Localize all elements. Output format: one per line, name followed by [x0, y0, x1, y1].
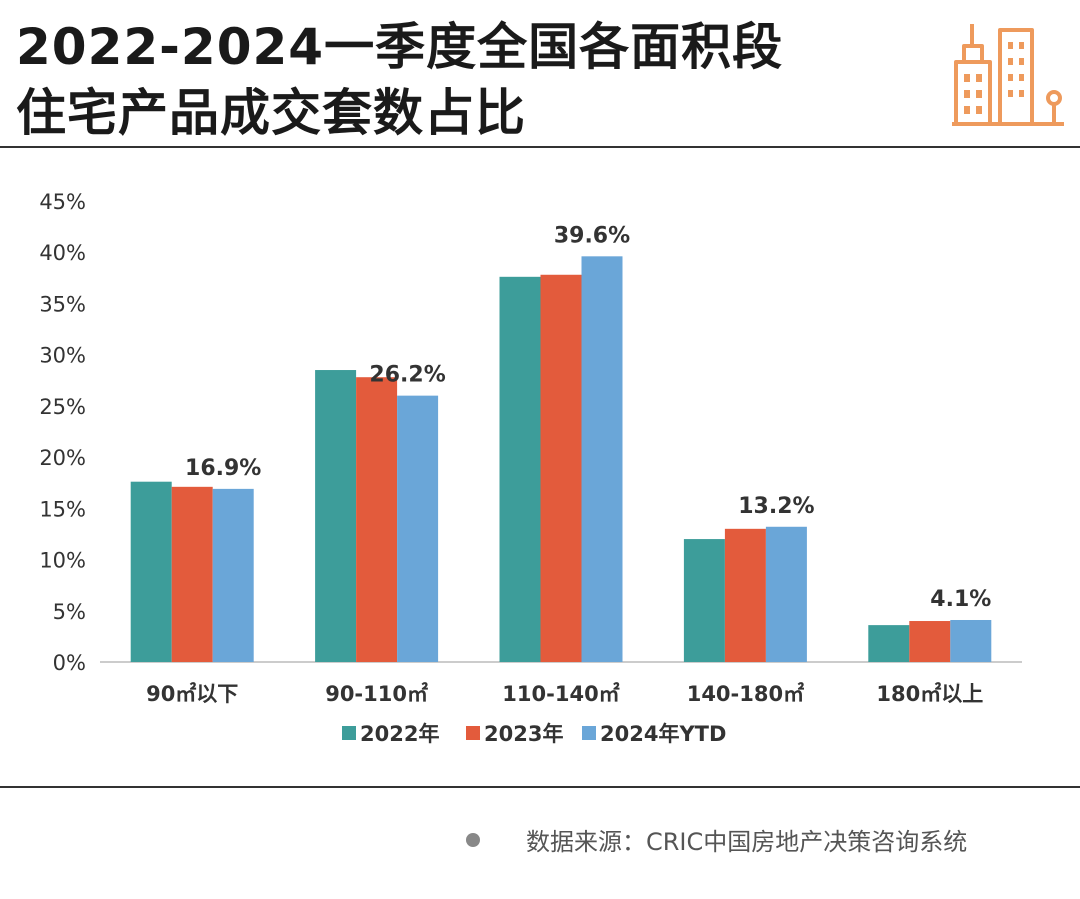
y-tick-label: 40%: [39, 241, 86, 265]
legend-swatch: [582, 726, 596, 740]
x-tick-label: 90-110㎡: [325, 682, 428, 706]
bar: [868, 625, 910, 662]
y-tick-label: 45%: [39, 190, 86, 214]
bar: [765, 526, 807, 662]
bullet-icon: [466, 832, 480, 847]
bar: [356, 377, 398, 662]
x-tick-label: 180㎡以上: [876, 682, 983, 706]
y-tick-label: 30%: [39, 344, 86, 368]
data-label: 4.1%: [930, 587, 991, 612]
y-tick-label: 5%: [53, 600, 86, 624]
data-label: 39.6%: [554, 223, 630, 248]
title-line-2: 住宅产品成交套数占比: [16, 84, 526, 142]
x-tick-label: 140-180㎡: [687, 682, 804, 706]
legend-swatch: [466, 726, 480, 740]
city-buildings-icon: [952, 24, 1064, 126]
bar: [909, 621, 951, 662]
y-tick-label: 0%: [53, 651, 86, 675]
x-tick-label: 110-140㎡: [502, 682, 619, 706]
x-tick-label: 90㎡以下: [146, 682, 238, 706]
y-tick-label: 15%: [39, 497, 86, 521]
y-tick-label: 10%: [39, 549, 86, 573]
bar: [315, 370, 357, 662]
bar: [397, 395, 439, 662]
bar: [499, 276, 541, 662]
bar: [171, 486, 213, 662]
data-label: 26.2%: [369, 363, 445, 388]
bar: [581, 256, 623, 662]
legend-label: 2024年YTD: [600, 722, 726, 746]
y-tick-label: 25%: [39, 395, 86, 419]
legend-label: 2022年: [360, 722, 439, 746]
legend-swatch: [342, 726, 356, 740]
source-text: 数据来源：CRIC中国房地产决策咨询系统: [526, 828, 968, 856]
title-divider: [0, 146, 1080, 148]
data-label: 13.2%: [738, 494, 814, 519]
source-note: 数据来源：CRIC中国房地产决策咨询系统: [466, 822, 967, 857]
title-line-1: 2022-2024一季度全国各面积段: [16, 18, 784, 76]
bar: [950, 619, 992, 662]
legend-label: 2023年: [484, 722, 563, 746]
chart-title: 2022-2024一季度全国各面积段 住宅产品成交套数占比: [16, 14, 783, 146]
data-label: 16.9%: [185, 456, 261, 481]
y-tick-label: 20%: [39, 446, 86, 470]
bar-chart: 0% 5% 10% 15% 20% 25% 30% 35% 40% 45% 90㎡以下 90-110㎡…: [39, 190, 1022, 746]
bar: [212, 488, 254, 662]
bar: [540, 274, 582, 662]
y-tick-label: 35%: [39, 292, 86, 316]
bar: [683, 539, 725, 662]
footer-divider: [0, 786, 1080, 788]
bar: [724, 528, 766, 662]
bar: [130, 481, 172, 662]
